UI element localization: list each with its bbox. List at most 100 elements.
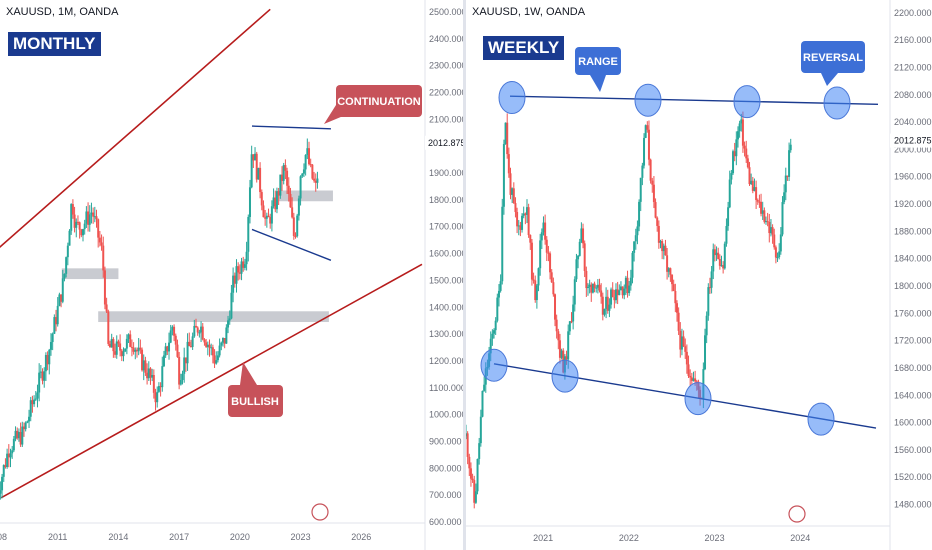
monthly-chart-panel[interactable]: CONTINUATION BULLISH 2500.000 2400.000 2300.…: [0, 0, 463, 550]
candle-body: [687, 364, 690, 376]
candle-body: [21, 426, 24, 445]
price-tick-label: 1880.000: [894, 226, 932, 236]
candle-body: [110, 339, 113, 348]
range-touch-circle: [684, 382, 712, 416]
candle-body: [122, 351, 125, 357]
current-price-box: [425, 135, 463, 150]
candle-body: [29, 400, 32, 417]
candle-body: [771, 227, 774, 235]
candle-body: [33, 399, 36, 405]
candle-body: [469, 468, 472, 479]
candle-body: [173, 326, 176, 336]
candle-body: [171, 326, 174, 331]
continuation-callout: CONTINUATION: [324, 85, 422, 124]
candle-body: [294, 235, 297, 237]
candle-body: [156, 391, 159, 403]
candle-body: [519, 225, 522, 230]
candle-body: [7, 453, 10, 458]
candle-body: [727, 207, 730, 227]
candle-body: [281, 174, 284, 181]
candle-body: [260, 192, 263, 206]
candle-body: [573, 279, 576, 305]
candle-body: [102, 245, 105, 271]
candle-body: [311, 164, 314, 179]
candle-body: [534, 280, 537, 301]
candle-body: [606, 296, 609, 311]
candle-body: [542, 222, 545, 233]
candle-body: [262, 205, 265, 218]
candle-body: [107, 311, 110, 344]
candle-body: [595, 287, 598, 289]
candle-body: [474, 491, 477, 503]
candle-body: [760, 201, 763, 214]
candle-body: [259, 167, 262, 193]
time-tick-label: 2021: [533, 533, 553, 543]
candle-body: [16, 430, 19, 439]
candle-body: [243, 264, 246, 268]
candle-body: [788, 150, 791, 177]
candle-body: [26, 421, 29, 423]
candle-body: [200, 326, 203, 333]
price-tick-label: 2100.000: [429, 114, 463, 124]
candle-body: [501, 206, 504, 282]
panel-divider[interactable]: [463, 0, 466, 550]
candle-body: [789, 144, 792, 151]
candle-body: [509, 173, 512, 195]
candle-body: [753, 187, 756, 191]
candle-body: [468, 456, 471, 469]
price-tick-label: 1200.000: [429, 356, 463, 366]
candle-body: [168, 342, 171, 352]
candle-body: [225, 327, 228, 344]
candle-body: [773, 234, 776, 248]
candle-body: [56, 305, 59, 325]
price-tick-label: 1500.000: [429, 275, 463, 285]
candle-body: [768, 222, 771, 234]
candle-body: [179, 380, 182, 385]
candle-body: [717, 252, 720, 259]
price-tick-label: 2200.000: [429, 88, 463, 98]
price-tick-label: 1480.000: [894, 500, 932, 510]
candle-body: [605, 296, 608, 309]
candle-body: [28, 416, 31, 422]
price-tick-label: 1000.000: [429, 410, 463, 420]
time-tick-label: 2014: [108, 532, 128, 542]
current-price-box: [890, 133, 932, 148]
candle-body: [36, 392, 39, 399]
weekly-plot-background: [466, 0, 932, 550]
candle-body: [135, 349, 138, 352]
candle-body: [0, 490, 2, 494]
weekly-chart-panel[interactable]: RANGE REVERSAL 2200.000 2160.000 2120.000 208…: [466, 0, 932, 550]
range-touch-circle: [823, 86, 851, 120]
candle-body: [552, 282, 555, 295]
candle-body: [65, 257, 68, 274]
time-tick-label: 2022: [619, 533, 639, 543]
range-label: RANGE: [578, 56, 618, 68]
candle-body: [154, 392, 157, 403]
price-tick-label: 1640.000: [894, 390, 932, 400]
candle-body: [715, 252, 718, 256]
price-tick-label: 2500.000: [429, 7, 463, 17]
candle-body: [114, 351, 117, 355]
price-tick-label: 1960.000: [894, 172, 932, 182]
candle-body: [694, 378, 697, 382]
weekly-chart[interactable]: RANGE REVERSAL 2200.000 2160.000 2120.000 208…: [466, 0, 932, 550]
candle-body: [682, 336, 685, 347]
candle-body: [679, 330, 682, 350]
candle-body: [248, 187, 251, 217]
range-touch-circle: [733, 85, 761, 119]
candle-body: [53, 317, 56, 334]
candle-body: [291, 207, 294, 218]
candle-body: [499, 281, 502, 291]
candle-body: [677, 312, 680, 331]
candle-body: [66, 245, 69, 258]
monthly-chart[interactable]: CONTINUATION BULLISH 2500.000 2400.000 2300.…: [0, 0, 463, 550]
candle-body: [103, 270, 106, 305]
candle-body: [208, 344, 211, 348]
candle-body: [570, 321, 573, 323]
candle-body: [779, 234, 782, 252]
candle-body: [287, 185, 290, 194]
candle-body: [512, 188, 515, 204]
candle-body: [174, 335, 177, 345]
candle-body: [309, 164, 312, 166]
candle-body: [297, 198, 300, 216]
